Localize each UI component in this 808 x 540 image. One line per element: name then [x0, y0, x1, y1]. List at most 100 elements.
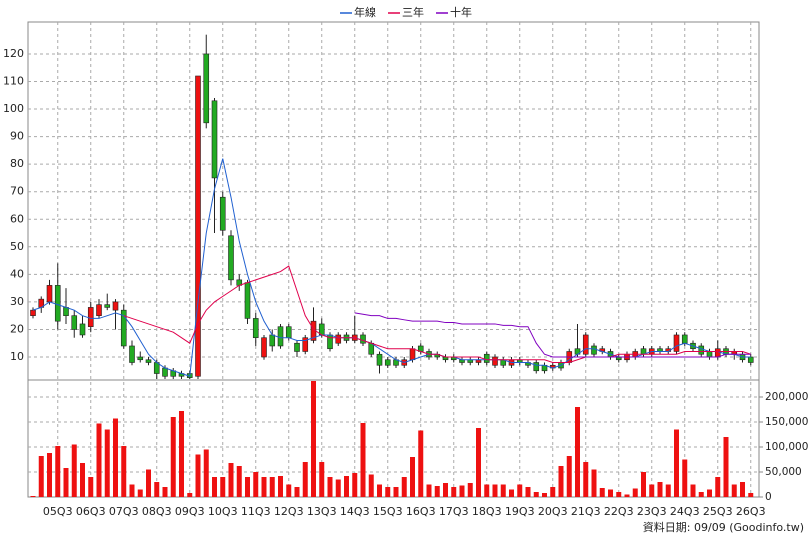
- volume-bar: [236, 466, 242, 497]
- volume-bar: [682, 459, 688, 497]
- volume-bar: [286, 484, 292, 497]
- footnote: 資料日期: 09/09 (Goodinfo.tw): [643, 520, 804, 534]
- candle-body: [195, 75, 201, 377]
- y2-tick-label: 50,000: [765, 466, 802, 478]
- x-tick-label: 09Q3: [175, 505, 205, 518]
- volume-bar: [451, 487, 457, 497]
- volume-bar: [740, 482, 745, 497]
- x-tick-label: 19Q3: [505, 505, 535, 518]
- volume-bar: [624, 494, 630, 497]
- volume-bar: [179, 411, 184, 497]
- volume-bar: [253, 472, 259, 497]
- volume-bar: [104, 429, 110, 497]
- volume-bar: [484, 484, 490, 497]
- volume-bar: [212, 477, 217, 497]
- legend-label: 三年: [402, 5, 424, 19]
- volume-bar: [517, 484, 523, 497]
- x-tick-label: 05Q3: [43, 505, 73, 518]
- candle-body: [706, 351, 713, 358]
- y-tick-label: 30: [10, 295, 24, 308]
- candle-body: [302, 337, 309, 352]
- candle-body: [360, 334, 366, 344]
- x-tick-label: 21Q3: [571, 505, 601, 518]
- x-tick-label: 24Q3: [670, 505, 700, 518]
- volume-bar: [533, 492, 539, 497]
- volume-bar: [434, 486, 440, 497]
- volume-bar: [129, 484, 135, 497]
- y-tick-label: 10: [10, 350, 24, 363]
- y-tick-label: 110: [3, 75, 24, 88]
- volume-bar: [566, 456, 572, 497]
- y-tick-label: 50: [10, 240, 24, 253]
- candle-body: [63, 307, 69, 316]
- candle-body: [46, 285, 53, 303]
- volume-bar: [616, 492, 622, 497]
- legend-label: 十年: [450, 5, 472, 19]
- candle-body: [145, 359, 152, 363]
- volume-bar: [426, 484, 432, 497]
- y-tick-label: 60: [10, 212, 24, 225]
- volume-bar: [360, 423, 366, 497]
- candle-body: [203, 53, 210, 124]
- x-tick-label: 10Q3: [208, 505, 238, 518]
- volume-bar: [459, 485, 465, 497]
- candle-body: [492, 356, 498, 366]
- volume-bar: [63, 468, 69, 497]
- volume-bar: [401, 477, 407, 497]
- volume-bar: [154, 482, 160, 497]
- volume-bar: [55, 446, 61, 497]
- volume-bar: [649, 484, 655, 497]
- y-tick-label: 80: [10, 157, 24, 170]
- x-tick-label: 18Q3: [472, 505, 502, 518]
- volume-bar: [723, 437, 729, 497]
- candle-body: [162, 367, 168, 377]
- y2-tick-label: 150,000: [765, 416, 808, 428]
- candle-body: [96, 304, 102, 316]
- candle-body: [681, 334, 688, 344]
- candle-body: [747, 356, 754, 363]
- candle-body: [211, 100, 218, 179]
- volume-bar: [657, 482, 663, 497]
- y-tick-label: 70: [10, 185, 24, 198]
- candle-body: [277, 326, 284, 347]
- volume-bar: [410, 457, 415, 497]
- candle-body: [714, 348, 721, 358]
- candle-body: [71, 315, 78, 330]
- volume-bar: [674, 429, 679, 497]
- x-tick-label: 20Q3: [538, 505, 568, 518]
- volume-bar: [88, 477, 94, 497]
- volume-bar: [368, 474, 374, 497]
- legend-label: 年線: [354, 5, 376, 19]
- x-tick-label: 26Q3: [736, 505, 766, 518]
- x-tick-label: 17Q3: [439, 505, 469, 518]
- candle-body: [335, 334, 342, 344]
- y2-tick-label: 0: [765, 491, 772, 503]
- candle-body: [120, 309, 127, 347]
- volume-bar: [500, 484, 506, 497]
- volume-bar: [591, 469, 597, 497]
- volume-bar: [632, 488, 638, 497]
- candle-body: [137, 356, 144, 361]
- volume-bar: [476, 428, 481, 497]
- candle-body: [582, 334, 589, 355]
- ma-line: [123, 265, 751, 364]
- candle-body: [54, 285, 61, 322]
- x-tick-label: 16Q3: [406, 505, 436, 518]
- x-tick-label: 08Q3: [142, 505, 172, 518]
- volume-bar: [162, 487, 168, 497]
- candle-body: [376, 353, 383, 366]
- ma-line: [354, 312, 751, 358]
- candle-body: [261, 337, 267, 358]
- volume-bar: [203, 449, 209, 497]
- x-tick-label: 22Q3: [604, 505, 634, 518]
- x-tick-label: 11Q3: [241, 505, 271, 518]
- volume-bar: [195, 454, 201, 497]
- candle-body: [409, 348, 416, 361]
- volume-bar: [71, 444, 77, 497]
- volume-bar: [385, 487, 391, 497]
- volume-bar: [393, 487, 399, 497]
- candle-body: [112, 301, 119, 311]
- y2-tick-label: 100,000: [765, 441, 808, 453]
- x-tick-label: 07Q3: [109, 505, 139, 518]
- volume-bar: [137, 489, 143, 497]
